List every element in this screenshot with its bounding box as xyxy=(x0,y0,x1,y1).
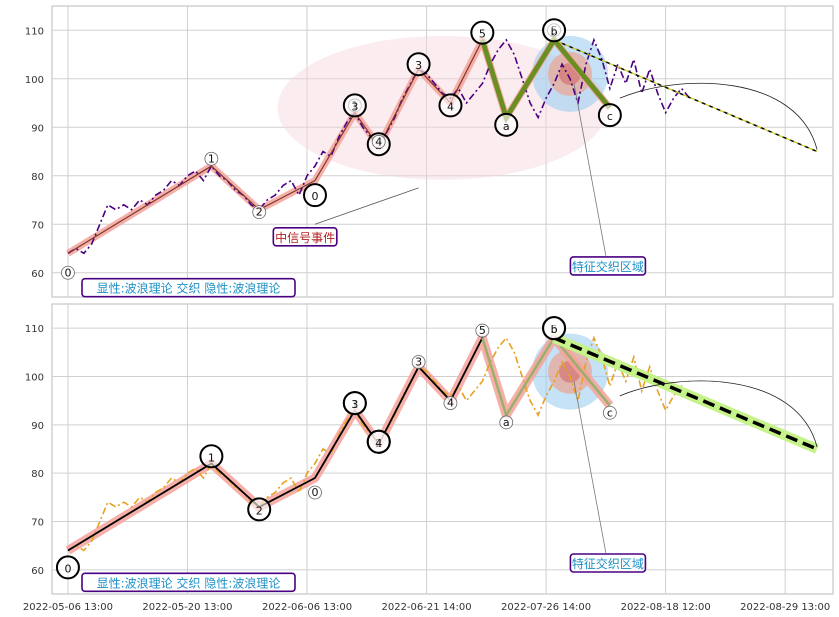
wave-label: 3 xyxy=(415,59,422,72)
y-tick-label: 100 xyxy=(25,373,44,384)
curved-arrow xyxy=(619,82,818,150)
wave-marker xyxy=(302,183,327,208)
annotation-box xyxy=(272,227,338,247)
wave-marker xyxy=(61,265,75,280)
wave-label: 1 xyxy=(208,451,215,464)
y-tick-label: 60 xyxy=(31,269,44,280)
wave-marker xyxy=(438,93,463,118)
x-tick-label: 2022-08-29 13:00 xyxy=(740,602,830,613)
wave-label: b xyxy=(551,25,558,38)
wave-marker xyxy=(308,485,322,500)
annotation-box xyxy=(569,256,647,276)
y-tick-label: 110 xyxy=(25,26,44,37)
wave-label: 4 xyxy=(447,100,454,113)
y-tick-label: 110 xyxy=(25,324,44,335)
event-arrow xyxy=(314,187,419,225)
annotation-box xyxy=(81,277,296,298)
x-tick-label: 2022-05-06 13:00 xyxy=(23,602,113,613)
annotation-text: 显性:波浪理论 交织 隐性:波浪理论 xyxy=(97,281,281,296)
wave-label: 3 xyxy=(351,398,358,411)
feature-arrow xyxy=(573,83,607,256)
wave-marker xyxy=(55,555,80,580)
x-tick-label: 2022-05-20 13:00 xyxy=(142,602,232,613)
wave-label: 0 xyxy=(311,486,318,499)
x-tick-label: 2022-07-26 14:00 xyxy=(501,602,591,613)
y-tick-label: 80 xyxy=(31,172,44,183)
wave-label: 3 xyxy=(415,356,422,369)
wave-marker xyxy=(199,444,224,469)
wave-marker xyxy=(494,112,519,137)
wave-label: 5 xyxy=(479,324,486,337)
wave-marker xyxy=(371,134,386,149)
x-tick-label: 2022-06-21 14:00 xyxy=(381,602,471,613)
wave-marker xyxy=(597,103,622,128)
wave-label: 1 xyxy=(208,152,215,165)
projection-line xyxy=(553,336,818,451)
y-tick-label: 90 xyxy=(31,123,44,134)
y-tick-label: 80 xyxy=(31,469,44,480)
corrective-wave xyxy=(481,335,611,419)
wave-label: a xyxy=(503,416,510,429)
wave-marker xyxy=(204,151,219,166)
wave-label: 0 xyxy=(311,190,318,203)
top-panel: 6070809010011001201324345a5bc中信号事件特征交织区域… xyxy=(25,5,834,298)
wave-label: 5 xyxy=(479,28,486,41)
wave-marker xyxy=(542,18,567,43)
wave-marker xyxy=(342,391,367,416)
wave-marker xyxy=(247,497,272,522)
wave-marker xyxy=(499,415,514,430)
wave-marker xyxy=(470,20,495,45)
plot-area xyxy=(51,303,834,595)
annotation-text: 中信号事件 xyxy=(275,230,335,245)
feature-arrow xyxy=(573,381,607,553)
wave-label: c xyxy=(607,110,613,123)
wave-label: 4 xyxy=(375,135,382,148)
wave-label: b xyxy=(551,323,558,336)
x-tick-label: 2022-06-06 13:00 xyxy=(262,602,352,613)
y-tick-label: 60 xyxy=(31,566,44,577)
wave-marker xyxy=(475,323,490,338)
wave-label: 2 xyxy=(256,504,263,517)
wave-marker xyxy=(602,405,617,420)
annotation-text: 特征交织区域 xyxy=(572,556,644,571)
y-tick-label: 90 xyxy=(31,421,44,432)
wave-marker xyxy=(542,316,567,341)
wave-marker xyxy=(406,52,431,77)
wave-label: c xyxy=(607,406,613,419)
y-tick-label: 100 xyxy=(25,75,44,86)
plot-area xyxy=(51,5,834,298)
wave-marker xyxy=(342,93,367,118)
wave-label: 2 xyxy=(256,206,263,219)
x-tick-label: 2022-08-18 12:00 xyxy=(621,602,711,613)
wave-label: 4 xyxy=(375,437,382,450)
bottom-panel: 6070809010011001201324345a5bc特征交织区域显性:波浪… xyxy=(25,303,834,595)
wave-label: 3 xyxy=(351,100,358,113)
annotation-text: 显性:波浪理论 交织 隐性:波浪理论 xyxy=(97,575,281,590)
wave-label: 4 xyxy=(447,397,454,410)
wave-marker xyxy=(366,429,391,454)
y-tick-label: 70 xyxy=(31,220,44,231)
corrective-wave xyxy=(479,35,612,124)
wave-marker xyxy=(443,396,458,410)
annotation-box xyxy=(81,572,296,593)
wave-marker xyxy=(411,355,426,369)
projection-line-accent xyxy=(553,39,818,152)
wave-label: 0 xyxy=(64,562,71,575)
wave-label: a xyxy=(503,120,510,133)
wave-label: 0 xyxy=(64,266,71,279)
wave-marker xyxy=(252,205,267,220)
annotation-box xyxy=(569,553,647,573)
curved-arrow xyxy=(619,380,818,448)
y-tick-label: 70 xyxy=(31,518,44,529)
annotation-text: 特征交织区域 xyxy=(572,259,644,274)
